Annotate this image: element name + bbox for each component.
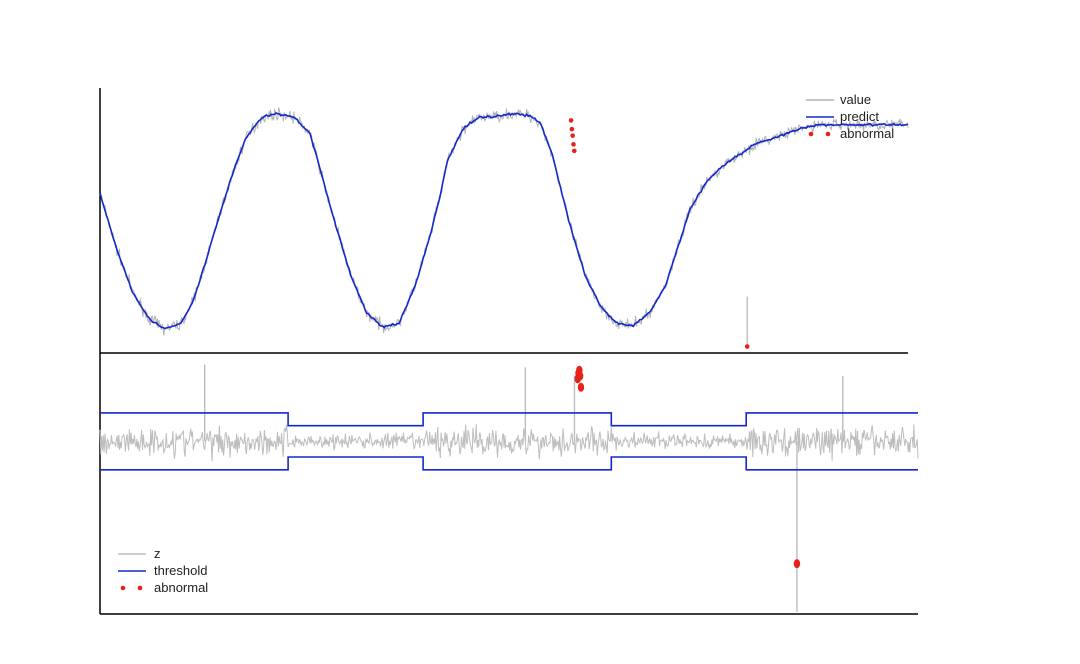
legend-abnormal-dot-2b — [137, 585, 143, 591]
bottom-threshold-series — [100, 412, 918, 471]
z-line — [99, 424, 919, 462]
abnormal-point — [744, 344, 750, 349]
top-legend: value predict abnormal — [806, 92, 894, 141]
abnormal-point — [577, 382, 585, 392]
legend-z-label: z — [154, 546, 161, 561]
abnormal-point — [571, 148, 577, 154]
top-value-series — [99, 107, 909, 347]
abnormal-point — [569, 126, 575, 132]
abnormal-point — [568, 118, 574, 123]
legend-abnormal-label: abnormal — [840, 126, 894, 141]
legend-predict-label: predict — [840, 109, 879, 124]
bottom-z-series — [99, 364, 919, 612]
top-abnormal-series — [568, 118, 750, 349]
legend-threshold-label: threshold — [154, 563, 207, 578]
legend-abnormal-label-b: abnormal — [154, 580, 208, 595]
bottom-chart-panel: z threshold abnormal — [99, 353, 919, 615]
abnormal-point — [570, 133, 575, 138]
top-predict-series — [99, 111, 909, 330]
legend-abnormal-dot-1b — [120, 585, 126, 591]
legend-value-label: value — [840, 92, 871, 107]
bottom-abnormal-series — [574, 365, 801, 569]
legend-abnormal-dot-2 — [825, 131, 831, 137]
abnormal-point — [793, 559, 801, 569]
threshold-upper-line — [100, 412, 918, 427]
bottom-legend: z threshold abnormal — [118, 546, 208, 595]
top-chart-panel: value predict abnormal — [99, 88, 909, 354]
abnormal-point — [571, 142, 576, 147]
abnormal-point — [576, 371, 584, 381]
value-line — [99, 107, 909, 336]
threshold-lower-line — [100, 456, 918, 471]
legend-abnormal-dot-1 — [808, 131, 814, 137]
predict-line — [99, 111, 909, 330]
